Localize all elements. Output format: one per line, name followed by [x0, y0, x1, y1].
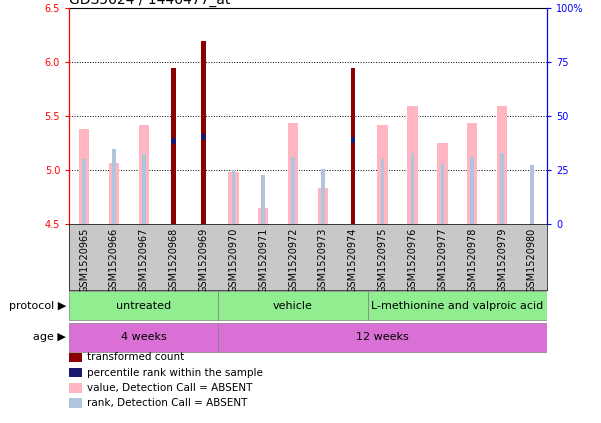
- Bar: [231, 170, 235, 224]
- Text: GSM1520976: GSM1520976: [407, 228, 418, 293]
- Text: GSM1520979: GSM1520979: [497, 228, 507, 293]
- Text: GSM1520972: GSM1520972: [288, 228, 298, 293]
- Bar: [368, 291, 547, 320]
- Text: age ▶: age ▶: [33, 332, 66, 342]
- Bar: [112, 149, 116, 224]
- Text: value, Detection Call = ABSENT: value, Detection Call = ABSENT: [87, 383, 252, 393]
- Bar: [291, 157, 295, 224]
- Text: GSM1520980: GSM1520980: [527, 228, 537, 293]
- Bar: [218, 291, 368, 320]
- Text: GSM1520971: GSM1520971: [258, 228, 268, 293]
- Bar: [500, 153, 504, 224]
- Text: untreated: untreated: [116, 301, 171, 310]
- Text: rank, Detection Call = ABSENT: rank, Detection Call = ABSENT: [87, 398, 248, 408]
- Bar: [377, 125, 388, 224]
- Text: vehicle: vehicle: [273, 301, 313, 310]
- Bar: [530, 165, 534, 224]
- Bar: [139, 125, 149, 224]
- Text: GSM1520966: GSM1520966: [109, 228, 119, 293]
- Text: GSM1520970: GSM1520970: [228, 228, 239, 293]
- Text: GSM1520967: GSM1520967: [139, 228, 149, 293]
- Bar: [218, 323, 547, 352]
- Bar: [381, 159, 385, 224]
- Text: transformed count: transformed count: [87, 352, 185, 363]
- Bar: [258, 208, 269, 224]
- Bar: [350, 68, 355, 224]
- Bar: [142, 154, 145, 224]
- Text: GSM1520965: GSM1520965: [79, 228, 89, 293]
- Text: GSM1520977: GSM1520977: [438, 228, 447, 293]
- Text: 12 weeks: 12 weeks: [356, 332, 409, 342]
- Bar: [261, 175, 265, 224]
- Text: percentile rank within the sample: percentile rank within the sample: [87, 368, 263, 378]
- Text: GSM1520968: GSM1520968: [169, 228, 178, 293]
- Bar: [497, 106, 507, 224]
- Bar: [471, 157, 474, 224]
- Text: GSM1520975: GSM1520975: [377, 228, 388, 293]
- Text: protocol ▶: protocol ▶: [9, 301, 66, 310]
- Text: GDS5624 / 1446477_at: GDS5624 / 1446477_at: [69, 0, 231, 8]
- Bar: [441, 163, 444, 224]
- Bar: [288, 123, 298, 224]
- Bar: [109, 163, 119, 224]
- Text: GSM1520978: GSM1520978: [467, 228, 477, 293]
- Text: 4 weeks: 4 weeks: [121, 332, 166, 342]
- Bar: [437, 143, 448, 224]
- Bar: [171, 68, 176, 224]
- Bar: [407, 106, 418, 224]
- Bar: [228, 173, 239, 224]
- Bar: [69, 291, 218, 320]
- Bar: [467, 123, 477, 224]
- Text: GSM1520974: GSM1520974: [348, 228, 358, 293]
- Bar: [82, 159, 86, 224]
- Bar: [171, 138, 176, 144]
- Bar: [79, 129, 90, 224]
- Text: GSM1520973: GSM1520973: [318, 228, 328, 293]
- Bar: [201, 41, 206, 224]
- Bar: [69, 323, 218, 352]
- Bar: [410, 153, 414, 224]
- Bar: [318, 187, 328, 224]
- Text: GSM1520969: GSM1520969: [198, 228, 209, 293]
- Bar: [321, 169, 325, 224]
- Text: L-methionine and valproic acid: L-methionine and valproic acid: [371, 301, 543, 310]
- Bar: [201, 134, 206, 140]
- Bar: [350, 137, 355, 143]
